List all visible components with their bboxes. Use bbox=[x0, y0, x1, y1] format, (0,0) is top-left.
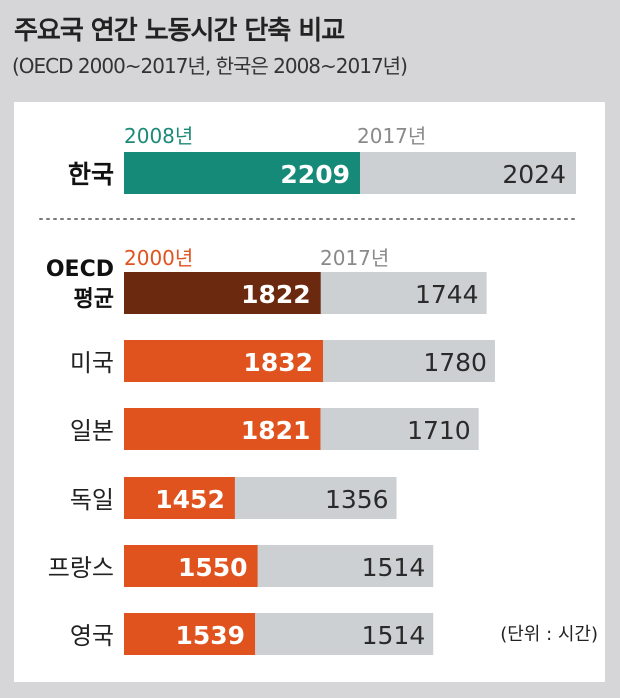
bar-start-value-label: 2209 bbox=[280, 160, 350, 189]
bar-start bbox=[124, 408, 321, 450]
bar-end-value-label: 1356 bbox=[325, 485, 389, 514]
bar-start bbox=[124, 152, 360, 194]
chart-subtitle: (OECD 2000~2017년, 한국은 2008~2017년) bbox=[12, 54, 408, 78]
category-label-line: 평균 bbox=[74, 287, 114, 312]
end-year-label: 2017년 bbox=[320, 246, 389, 270]
bar-start-value-label: 1832 bbox=[243, 348, 313, 377]
bar-start bbox=[124, 545, 258, 587]
bar-end-value-label: 1514 bbox=[362, 621, 426, 650]
bar-start bbox=[124, 613, 256, 655]
bar-row-oecd-average: 1822 1744 OECD 평균 bbox=[46, 257, 487, 314]
bar-end-value-label: 1744 bbox=[415, 280, 479, 309]
unit-note: (단위 : 시간) bbox=[500, 624, 598, 645]
category-label: 프랑스 bbox=[48, 554, 114, 582]
category-label-line: OECD bbox=[46, 257, 114, 282]
bar-start-value-label: 1821 bbox=[241, 416, 311, 445]
bar-row-country: 1821 1710 일본 bbox=[70, 408, 479, 450]
bar-start bbox=[124, 272, 321, 314]
bar-row-korea: 2209 2024 한국 bbox=[68, 152, 576, 194]
bar-start bbox=[124, 340, 324, 382]
category-label: 한국 bbox=[68, 160, 114, 189]
bar-start-value-label: 1452 bbox=[155, 485, 225, 514]
bar-row-country: 1452 1356 독일 bbox=[70, 477, 397, 519]
start-year-label: 2008년 bbox=[124, 124, 193, 148]
start-year-label: 2000년 bbox=[124, 246, 193, 270]
chart-title: 주요국 연간 노동시간 단축 비교 bbox=[14, 16, 345, 46]
bar-end-value-label: 2024 bbox=[502, 160, 566, 189]
bar-start-value-label: 1550 bbox=[178, 553, 248, 582]
category-label: 독일 bbox=[70, 486, 114, 514]
category-label: 영국 bbox=[70, 622, 114, 650]
category-label: 미국 bbox=[70, 349, 114, 377]
bar-row-country: 1550 1514 프랑스 bbox=[48, 545, 434, 587]
korea-group: 2008년 2017년 2209 2024 한국 bbox=[68, 124, 576, 194]
end-year-label: 2017년 bbox=[357, 124, 426, 148]
bar-end-value-label: 1514 bbox=[362, 553, 426, 582]
category-label: 일본 bbox=[70, 417, 114, 445]
oecd-group: 2000년 2017년 1822 1744 OECD 평균 1832 1780 미국 1821 17… bbox=[46, 246, 495, 655]
bar-start-value-label: 1539 bbox=[175, 621, 245, 650]
bar-row-country: 1539 1514 영국 bbox=[70, 613, 434, 655]
bar-start-value-label: 1822 bbox=[241, 280, 311, 309]
bar-start bbox=[124, 477, 235, 519]
bar-end-value-label: 1710 bbox=[407, 416, 471, 445]
bar-end-value-label: 1780 bbox=[423, 348, 487, 377]
bar-row-country: 1832 1780 미국 bbox=[70, 340, 495, 382]
